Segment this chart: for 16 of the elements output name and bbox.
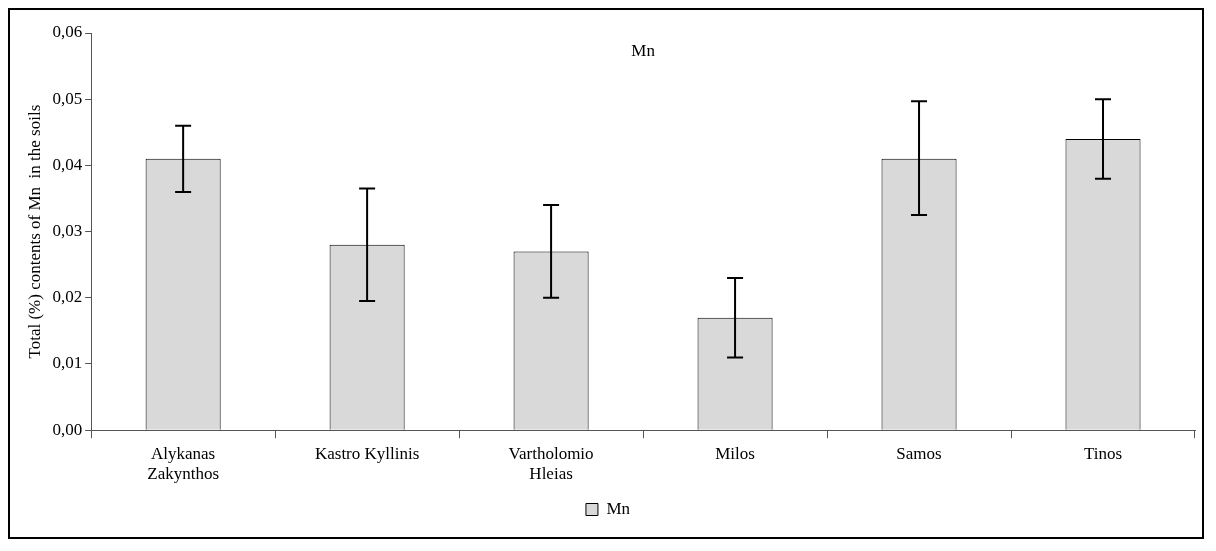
- y-tick-label: 0,01: [52, 353, 83, 373]
- y-tick-label: 0,04: [52, 154, 83, 174]
- x-tick-label: Vartholomio Hleias: [508, 443, 594, 484]
- x-tick-label: Alykanas Zakynthos: [147, 443, 220, 484]
- y-tick-label: 0,06: [52, 22, 83, 42]
- y-tick-label: 0,03: [52, 221, 83, 241]
- x-tick-label: Milos: [715, 443, 755, 463]
- x-tick-label: Tinos: [1083, 443, 1123, 463]
- y-axis-title: Total (%) contents of Mn in the soils: [24, 104, 44, 359]
- text: Mn: [631, 40, 656, 60]
- y-tick-label: 0,05: [52, 88, 83, 108]
- legend-label: Mn: [606, 498, 631, 518]
- y-tick-label: 0,00: [52, 419, 83, 439]
- x-tick-label: Kastro Kyllinis: [314, 443, 420, 463]
- y-tick-label: 0,02: [52, 287, 83, 307]
- x-tick-label: Samos: [896, 443, 942, 463]
